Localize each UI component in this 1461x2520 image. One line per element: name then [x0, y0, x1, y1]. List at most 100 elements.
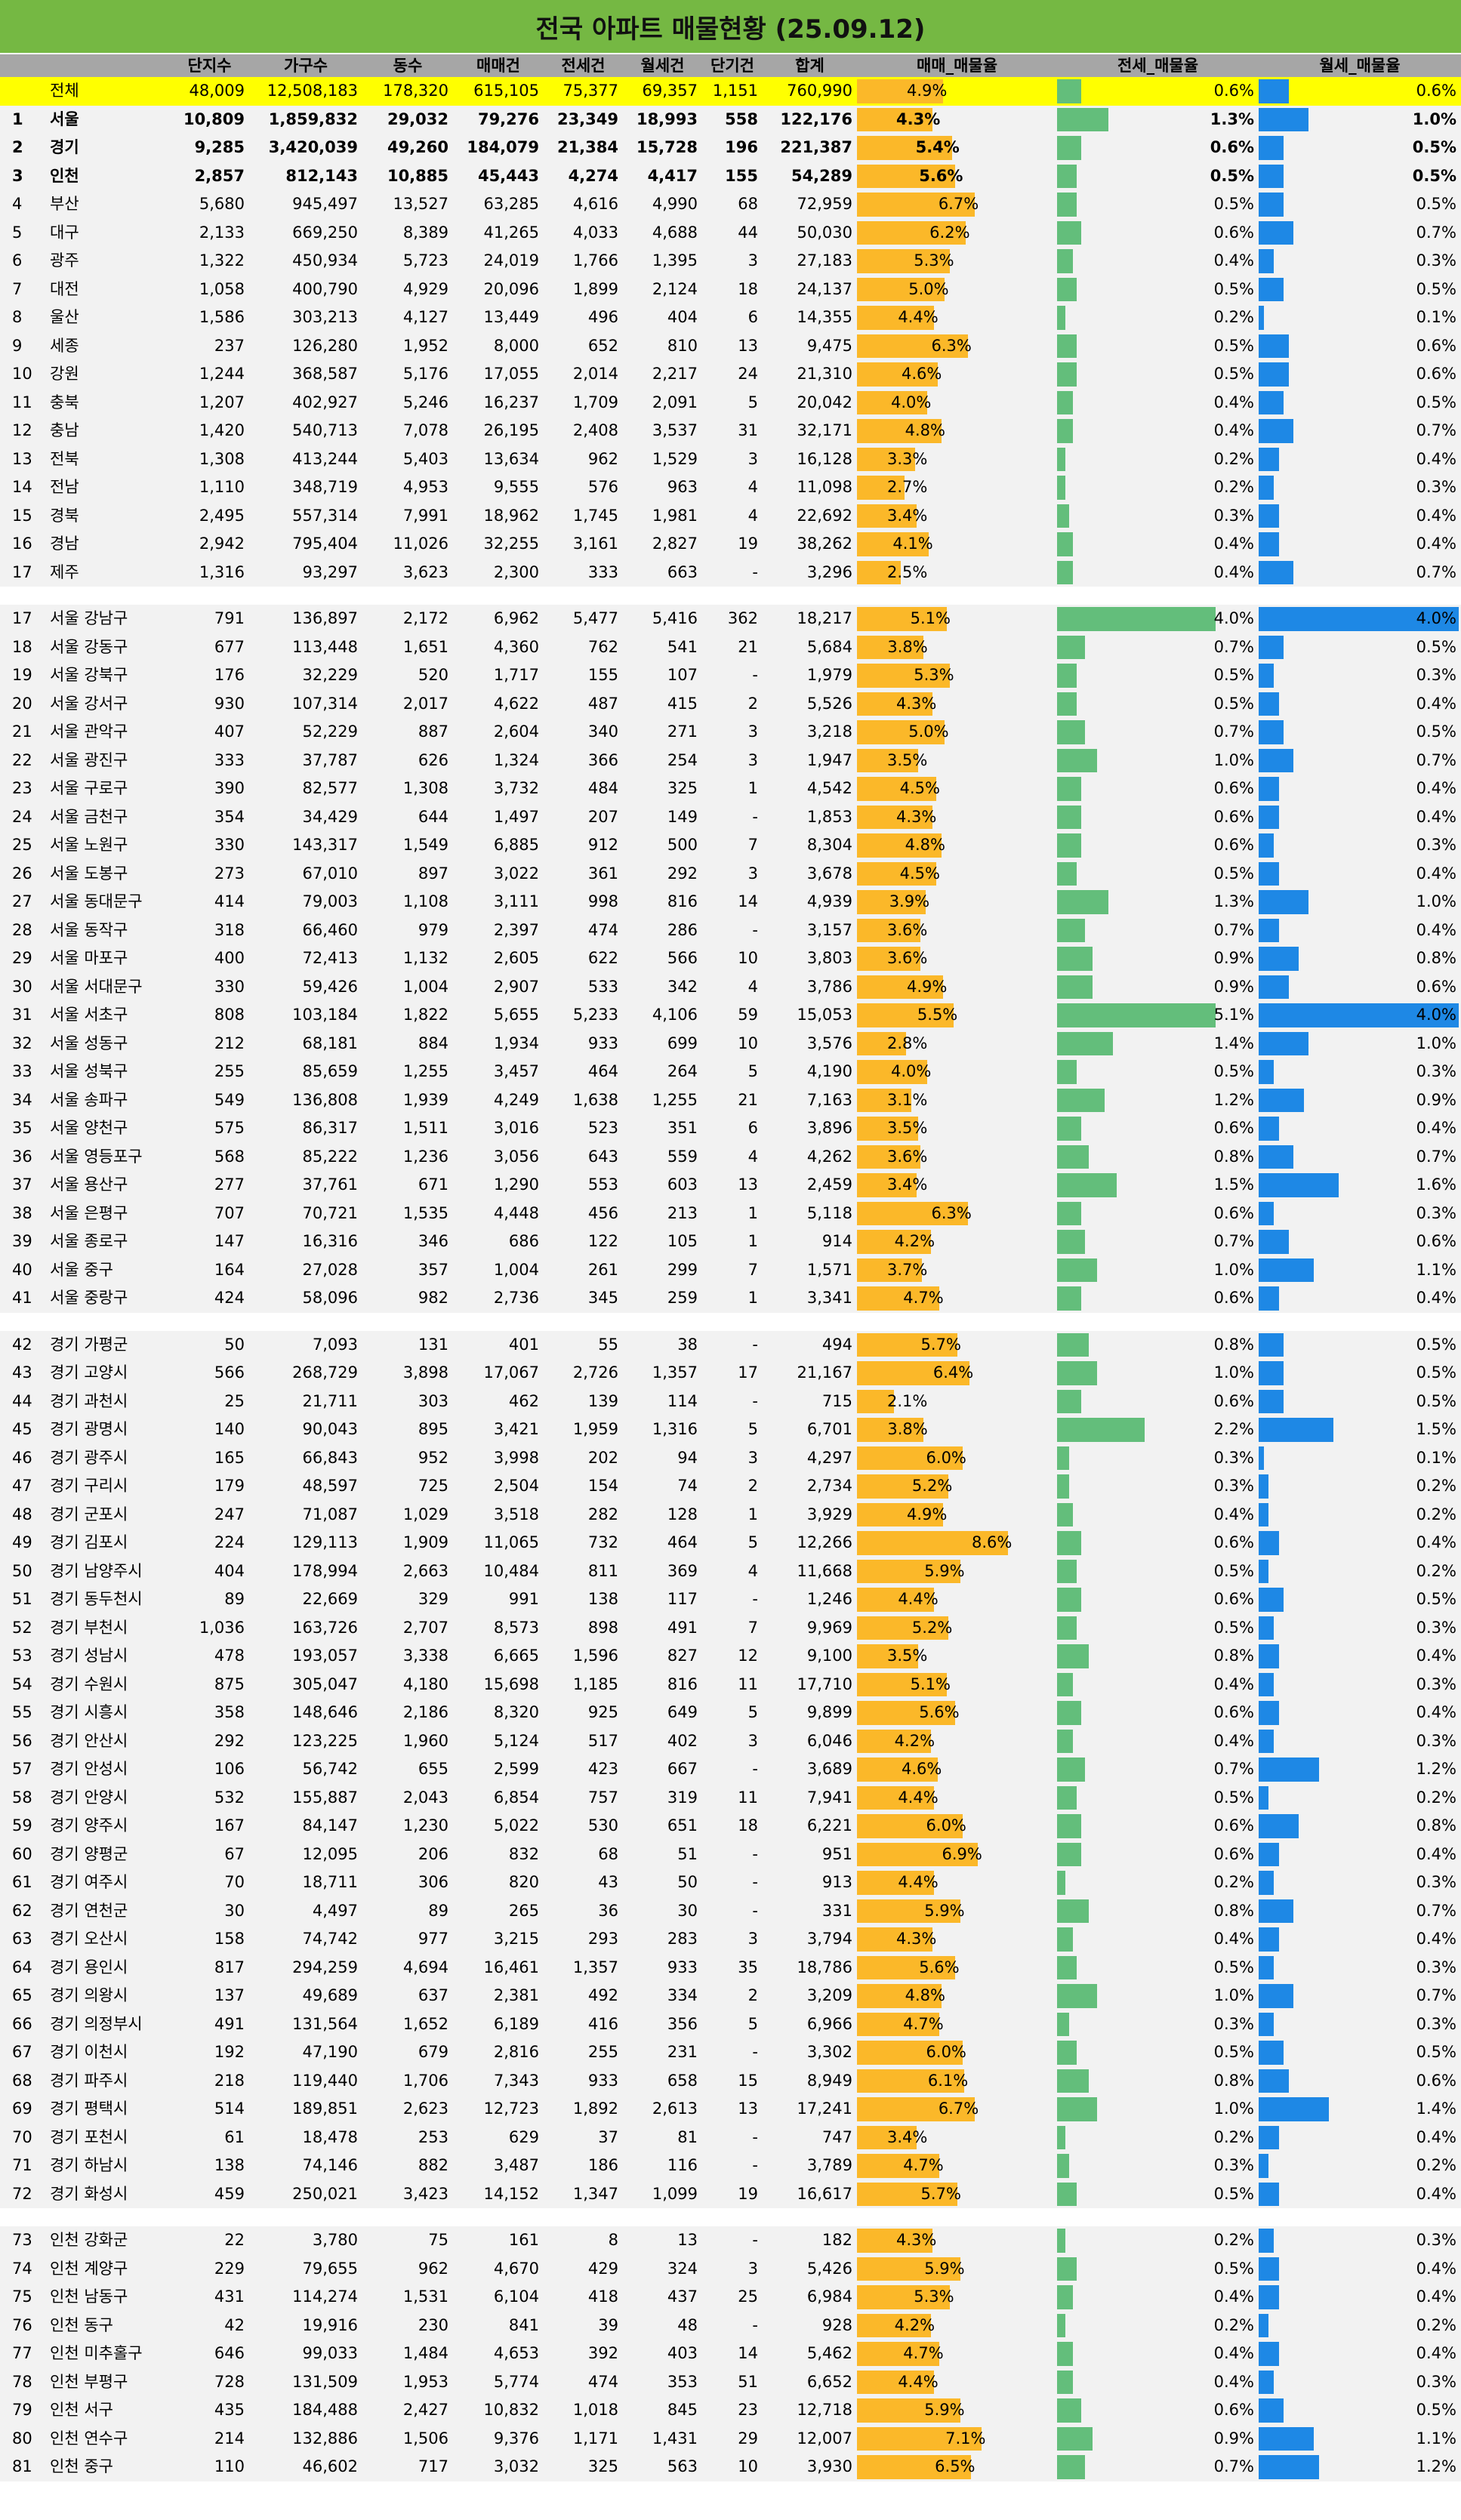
wolse-rate-cell: 0.2%: [1259, 1784, 1461, 1813]
complexes-cell: 30: [224, 1901, 245, 1920]
region-name: 경기 가평군: [50, 1335, 128, 1354]
row-index: 17: [12, 609, 32, 627]
table-row: 80 인천 연수구 214 132,886 1,506 9,376 1,171 1,431 29…: [0, 2424, 1461, 2453]
sale-rate-cell: 4.4%: [857, 1868, 1057, 1897]
wolse-rate-bar: [1259, 79, 1289, 103]
sale-rate-label: 4.7%: [903, 2156, 944, 2174]
shortterm-cell: 23: [738, 2401, 758, 2419]
region-name: 경기 성남시: [50, 1647, 128, 1665]
buildings-cell: 3,623: [402, 562, 448, 581]
buildings-cell: 1,939: [402, 1090, 448, 1109]
total-cell: 3,930: [806, 2457, 852, 2475]
jeonse-cell: 202: [587, 1448, 618, 1467]
shortterm-cell: -: [752, 2127, 758, 2146]
sale-rate-bar: [857, 1531, 1008, 1555]
wolse-cell: 116: [667, 2156, 698, 2174]
shortterm-cell: 12: [738, 1647, 758, 1665]
sale-cell: 16,461: [483, 1958, 539, 1976]
wolse-rate-bar: [1259, 1332, 1284, 1357]
row-index: 23: [12, 779, 32, 797]
households-cell: 19,916: [302, 2315, 358, 2334]
jeonse-rate-label: 0.4%: [1213, 2372, 1254, 2391]
jeonse-rate-bar: [1057, 1474, 1069, 1499]
sale-rate-cell: 4.7%: [857, 1284, 1057, 1313]
jeonse-cell: 366: [587, 750, 618, 769]
sale-rate-cell: 5.9%: [857, 1557, 1057, 1586]
shortterm-cell: 35: [738, 1958, 758, 1976]
wolse-rate-bar: [1259, 1927, 1279, 1952]
buildings-cell: 1,531: [402, 2287, 448, 2306]
row-index: 56: [12, 1731, 32, 1750]
total-cell: 12,718: [797, 2401, 852, 2419]
table-row: 18 서울 강동구 677 113,448 1,651 4,360 762 541 21 5,68…: [0, 633, 1461, 661]
jeonse-rate-cell: 0.4%: [1057, 559, 1259, 587]
wolse-rate-label: 0.8%: [1416, 949, 1456, 967]
total-cell: 6,966: [806, 2014, 852, 2033]
buildings-cell: 962: [418, 2259, 448, 2278]
jeonse-rate-bar: [1057, 805, 1081, 829]
jeonse-cell: 5,477: [572, 609, 618, 627]
shortterm-cell: 2: [747, 1986, 758, 2004]
sale-rate-label: 5.1%: [910, 609, 951, 627]
sale-rate-cell: 4.2%: [857, 1228, 1057, 1256]
sale-rate-bar: [857, 504, 917, 528]
jeonse-rate-label: 1.3%: [1213, 892, 1254, 910]
wolse-rate-bar: [1259, 1286, 1279, 1311]
total-cell: 8,949: [806, 2071, 852, 2090]
table-row: 32 서울 성동구 212 68,181 884 1,934 933 699 10 3,576 2.…: [0, 1029, 1461, 1058]
sale-rate-cell: 4.3%: [857, 803, 1057, 832]
sale-rate-label: 6.0%: [926, 1448, 966, 1467]
wolse-rate-cell: 0.5%: [1259, 1331, 1461, 1360]
jeonse-rate-cell: 0.6%: [1057, 2396, 1259, 2425]
wolse-rate-label: 0.4%: [1416, 2127, 1456, 2146]
wolse-rate-bar: [1259, 1644, 1279, 1668]
sale-rate-cell: 5.3%: [857, 661, 1057, 690]
households-cell: 74,146: [302, 2156, 358, 2174]
sale-rate-bar: [857, 607, 947, 631]
buildings-cell: 717: [418, 2457, 448, 2475]
total-cell: 3,341: [806, 1289, 852, 1307]
jeonse-cell: 576: [587, 478, 618, 496]
sale-cell: 63,285: [483, 195, 539, 213]
sale-rate-bar: [857, 1117, 919, 1141]
wolse-cell: 48: [677, 2315, 698, 2334]
households-cell: 1,859,832: [268, 109, 358, 128]
jeonse-cell: 361: [587, 864, 618, 883]
sale-cell: 4,448: [493, 1203, 539, 1222]
region-name: 서울 광진구: [50, 750, 128, 769]
table-row: 50 경기 남양주시 404 178,994 2,663 10,484 811 369 4 11,…: [0, 1557, 1461, 1586]
jeonse-rate-cell: 0.2%: [1057, 473, 1259, 502]
households-cell: 155,887: [292, 1788, 358, 1807]
wolse-rate-bar: [1259, 1899, 1294, 1923]
shortterm-cell: 7: [747, 1260, 758, 1279]
spacer-cell: [0, 2208, 1461, 2226]
jeonse-rate-cell: 1.3%: [1057, 106, 1259, 134]
jeonse-rate-label: 1.2%: [1213, 1090, 1254, 1109]
wolse-rate-label: 4.0%: [1416, 1006, 1456, 1024]
sale-rate-bar: [857, 805, 932, 829]
region-name: 서울 금천구: [50, 807, 128, 826]
wolse-rate-label: 1.2%: [1416, 1760, 1456, 1778]
buildings-cell: 5,403: [402, 449, 448, 468]
shortterm-cell: -: [752, 666, 758, 684]
wolse-rate-cell: 0.4%: [1259, 803, 1461, 832]
table-row: 56 경기 안산시 292 123,225 1,960 5,124 517 402 3 6,046…: [0, 1727, 1461, 1755]
table-row: 28 서울 동작구 318 66,460 979 2,397 474 286-3,157 3.6…: [0, 916, 1461, 944]
sale-cell: 10,832: [483, 2401, 539, 2419]
sale-rate-cell: 4.5%: [857, 775, 1057, 803]
sale-cell: 2,381: [493, 1986, 539, 2004]
table-row: 68 경기 파주시 218 119,440 1,706 7,343 933 658 15 8,94…: [0, 2066, 1461, 2095]
total-cell: 5,462: [806, 2344, 852, 2362]
jeonse-rate-cell: 1.0%: [1057, 2095, 1259, 2124]
jeonse-cell: 416: [587, 2014, 618, 2033]
sale-rate-cell: 3.1%: [857, 1086, 1057, 1115]
sale-rate-label: 6.5%: [935, 2457, 976, 2475]
jeonse-rate-label: 0.2%: [1213, 2127, 1254, 2146]
sale-rate-label: 3.1%: [887, 1090, 928, 1109]
region-name: 인천 계양구: [50, 2259, 128, 2278]
sale-rate-cell: 4.6%: [857, 1755, 1057, 1784]
total-cell: 9,899: [806, 1703, 852, 1721]
wolse-rate-bar: [1259, 390, 1284, 414]
buildings-cell: 977: [418, 1930, 448, 1948]
sale-rate-cell: 4.0%: [857, 1058, 1057, 1086]
